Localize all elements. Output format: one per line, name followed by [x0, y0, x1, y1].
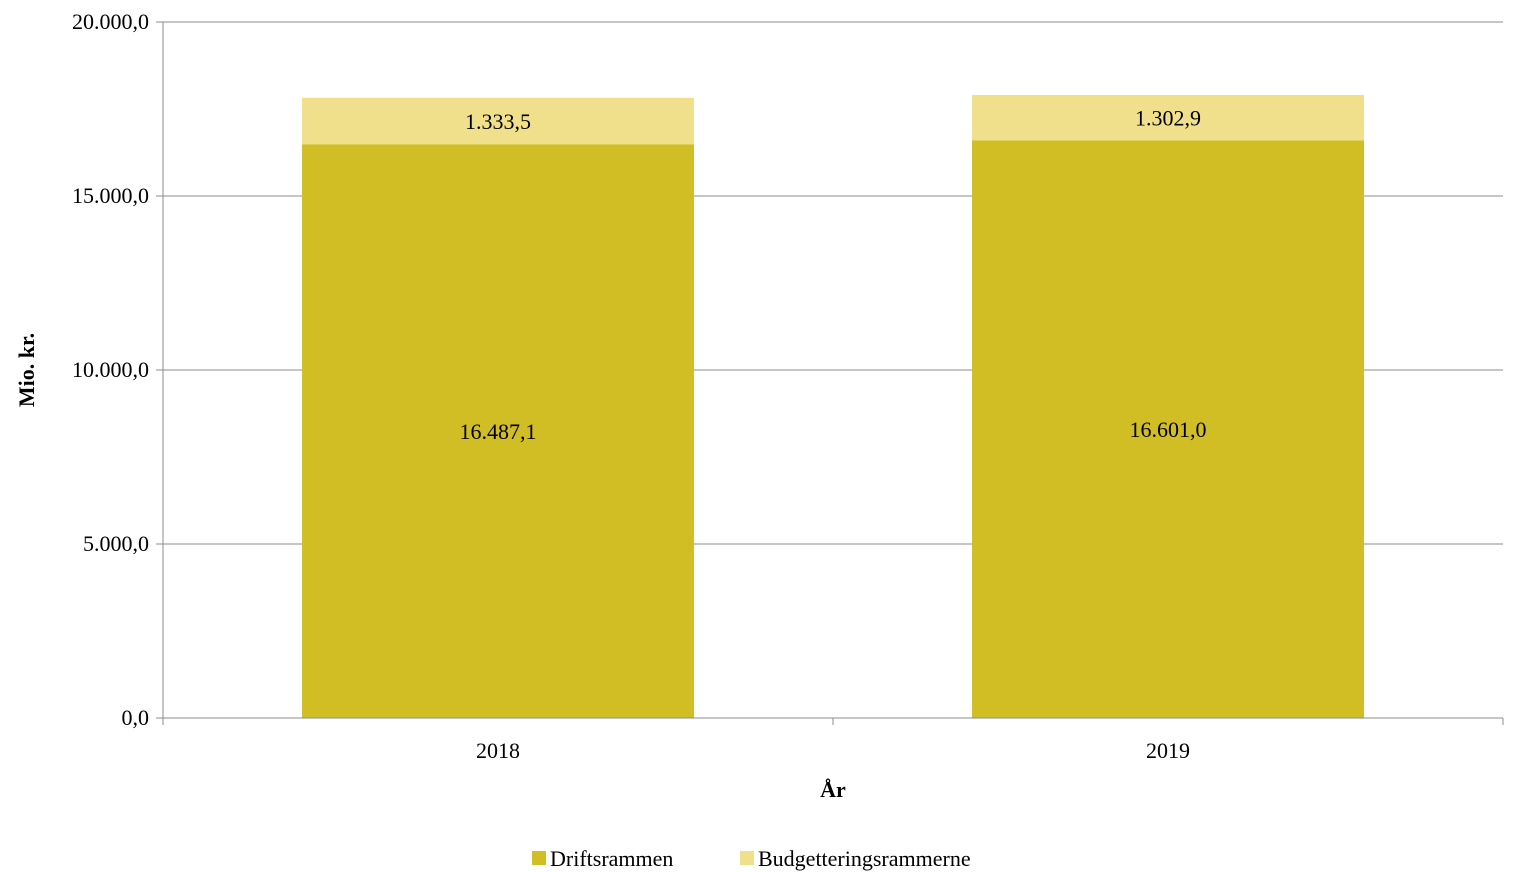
x-tick-label: 2019 [1146, 738, 1190, 763]
data-label: 16.601,0 [1130, 417, 1207, 442]
y-tick-label: 20.000,0 [72, 9, 149, 34]
bars: 16.487,1 1.333,5 16.601,0 1.302,9 [302, 95, 1364, 718]
y-tick-label: 15.000,0 [72, 183, 149, 208]
y-tick-label: 0,0 [122, 705, 150, 730]
y-axis-title: Mio. kr. [14, 333, 39, 407]
y-tick-label: 10.000,0 [72, 357, 149, 382]
legend-swatch [740, 851, 754, 865]
legend-label: Driftsrammen [550, 846, 673, 871]
data-label: 1.302,9 [1135, 106, 1201, 131]
legend-label: Budgetteringsrammerne [758, 846, 971, 871]
legend: Driftsrammen Budgetteringsrammerne [532, 846, 971, 871]
y-tick-label: 5.000,0 [83, 531, 149, 556]
legend-swatch [532, 851, 546, 865]
x-tick-label: 2018 [476, 738, 520, 763]
data-label: 1.333,5 [465, 109, 531, 134]
data-label: 16.487,1 [460, 419, 537, 444]
y-axis-ticks: 0,0 5.000,0 10.000,0 15.000,0 20.000,0 [72, 9, 163, 730]
x-axis-title: År [820, 777, 846, 802]
